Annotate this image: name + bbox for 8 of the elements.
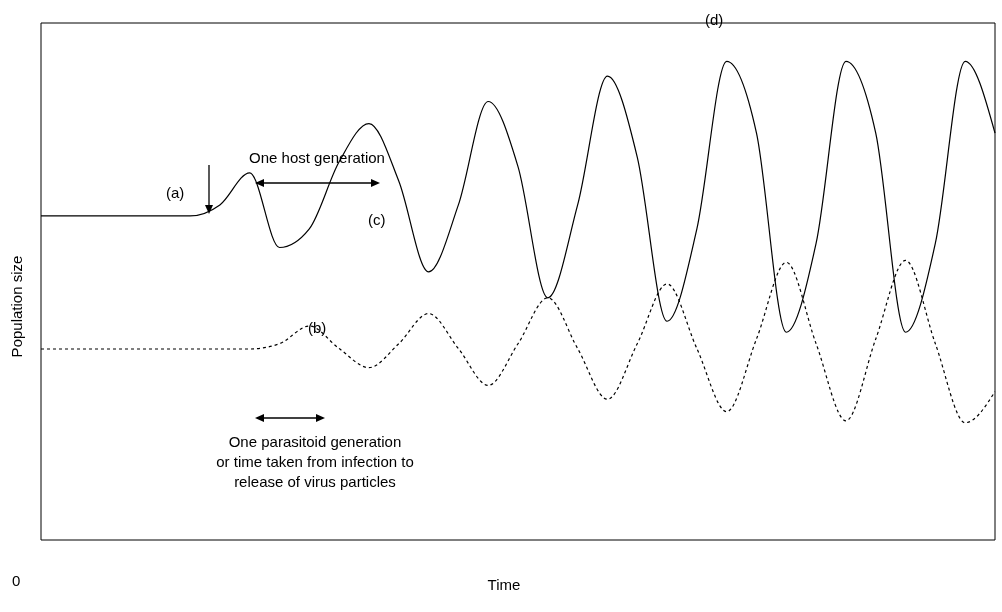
text: 0: [12, 571, 21, 591]
annotation: (a): [166, 183, 185, 203]
annotation: (b): [308, 318, 327, 338]
x-axis-title: Time: [487, 576, 521, 593]
y-axis-title: Population size: [7, 254, 25, 360]
text: (d): [705, 10, 724, 30]
annotation: One parasitoid generation or time taken from infection to release of virus particles: [215, 432, 415, 492]
annotation: (c): [368, 210, 386, 230]
